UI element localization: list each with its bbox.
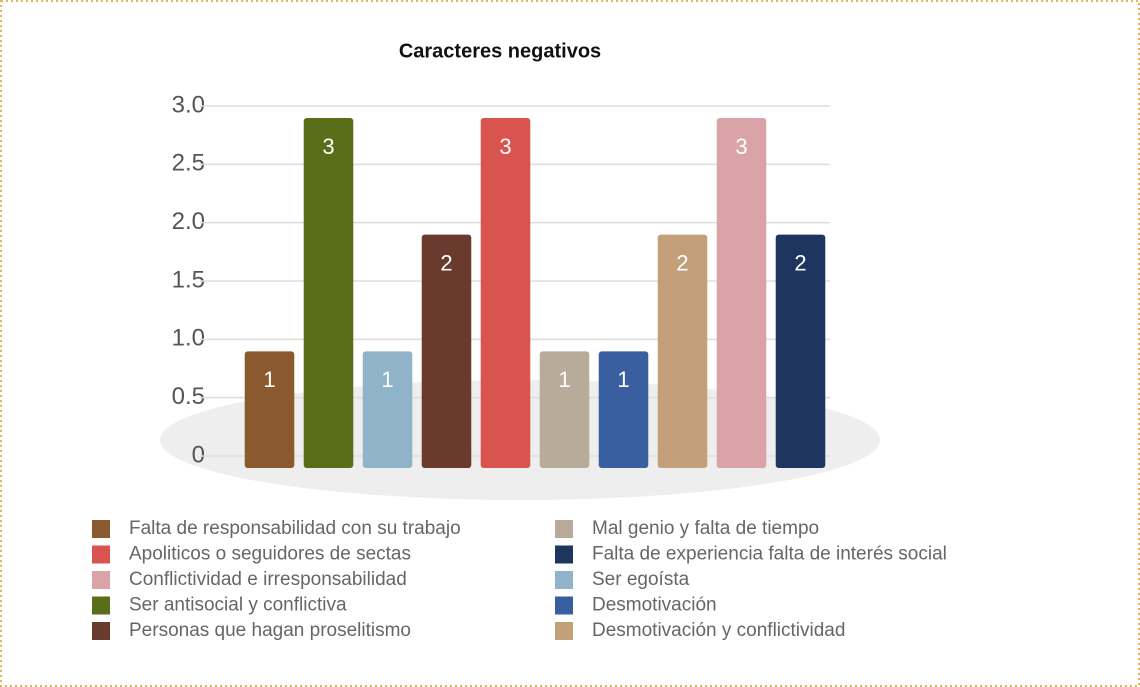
y-tick-label: 2.5 [172, 150, 205, 177]
legend-label: Apoliticos o seguidores de sectas [129, 544, 411, 565]
legend-label: Personas que hagan proselitismo [129, 620, 411, 641]
bar [244, 351, 295, 468]
legend-swatch [92, 545, 110, 564]
bar [480, 118, 531, 468]
bar [421, 234, 472, 468]
value-label: 3 [499, 134, 511, 159]
legend-swatch [555, 596, 573, 615]
value-label: 1 [617, 367, 629, 392]
legend-swatch [92, 596, 110, 615]
y-tick-label: 1.5 [172, 266, 205, 293]
legend-label: Falta de experiencia falta de interés so… [592, 544, 947, 565]
value-label: 3 [735, 134, 747, 159]
legend-label: Conflictividad e irresponsabilidad [129, 569, 407, 590]
value-label: 2 [676, 250, 688, 275]
legend-swatch [92, 571, 110, 589]
value-label: 1 [263, 367, 275, 392]
bar [362, 351, 413, 468]
bar [539, 351, 590, 468]
value-label: 2 [440, 250, 452, 275]
bar [598, 351, 649, 468]
legend-label: Desmotivación [592, 595, 717, 616]
legend-label: Ser egoísta [592, 569, 690, 590]
legend-swatch [555, 622, 573, 640]
y-tick-label: 1.0 [172, 325, 205, 352]
legend-label: Falta de responsabilidad con su trabajo [129, 518, 461, 539]
value-label: 1 [381, 367, 393, 392]
value-label: 1 [558, 367, 570, 392]
y-tick-label: 2.0 [172, 208, 205, 235]
bar [303, 118, 354, 468]
legend-swatch [555, 571, 573, 589]
legend-swatch [92, 622, 110, 640]
legend-label: Mal genio y falta de tiempo [592, 518, 819, 539]
value-label: 2 [794, 250, 806, 275]
legend-label: Desmotivación y conflictividad [592, 620, 845, 641]
y-tick-label: 0 [192, 441, 205, 468]
y-tick-label: 0.5 [172, 383, 205, 410]
legend-swatch [555, 545, 573, 564]
chart-title: Caracteres negativos [399, 40, 601, 62]
y-tick-label: 3.0 [172, 91, 205, 118]
bar [716, 118, 767, 468]
bar [657, 234, 708, 468]
legend-label: Ser antisocial y conflictiva [129, 595, 347, 616]
bar [775, 234, 826, 468]
value-label: 3 [322, 134, 334, 159]
legend-swatch [92, 520, 110, 538]
legend-swatch [555, 520, 573, 538]
